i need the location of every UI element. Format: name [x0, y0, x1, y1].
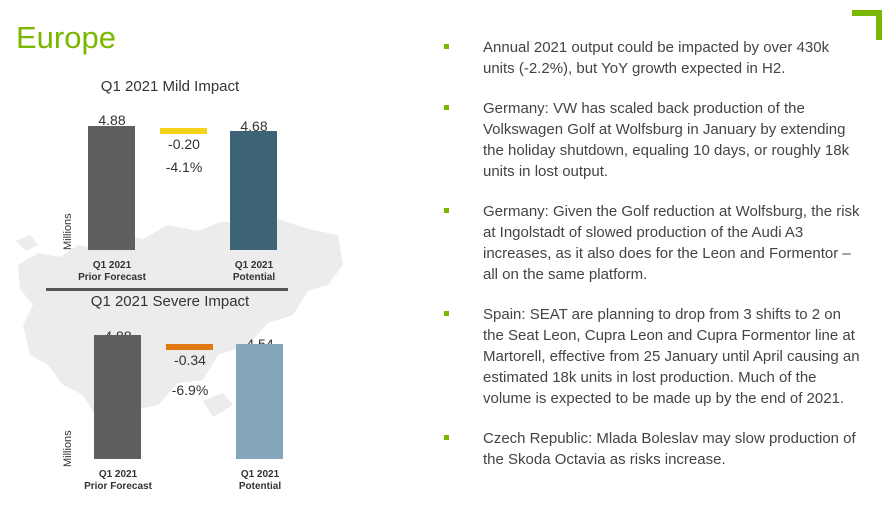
bullet-text: Germany: VW has scaled back production o…: [483, 100, 850, 180]
category-label: Q1 2021 Potential: [238, 469, 282, 492]
bullet-list: Annual 2021 output could be impacted by …: [444, 37, 864, 489]
bar-prior-forecast: [88, 126, 135, 250]
square-bullet-icon: [444, 105, 449, 110]
square-bullet-icon: [444, 435, 449, 440]
bullet-item: Spain: SEAT are planning to drop from 3 …: [444, 304, 864, 409]
change-bar: [166, 344, 213, 350]
square-bullet-icon: [444, 208, 449, 213]
square-bullet-icon: [444, 311, 449, 316]
mild-impact-chart: Q1 2021 Mild Impact Millions 4.88 -0.20 …: [40, 78, 340, 288]
chart-title: Q1 2021 Mild Impact: [100, 78, 240, 95]
category-label: Q1 2021 Potential: [232, 260, 276, 283]
bullet-text: Germany: Given the Golf reduction at Wol…: [483, 203, 860, 283]
bullet-text: Czech Republic: Mlada Boleslav may slow …: [483, 430, 856, 468]
bar-value-label: 4.68: [240, 118, 268, 134]
square-bullet-icon: [444, 44, 449, 49]
category-label: Q1 2021 Prior Forecast: [84, 469, 152, 492]
severe-impact-chart: Q1 2021 Severe Impact Millions 4.88 -0.3…: [40, 293, 340, 503]
chart-title: Q1 2021 Severe Impact: [90, 293, 250, 310]
bullet-text: Spain: SEAT are planning to drop from 3 …: [483, 306, 860, 407]
bullet-item: Germany: Given the Golf reduction at Wol…: [444, 201, 864, 285]
change-percent-label: -6.9%: [171, 382, 209, 398]
bullet-item: Annual 2021 output could be impacted by …: [444, 37, 864, 79]
bullet-item: Germany: VW has scaled back production o…: [444, 98, 864, 182]
slide-title: Europe: [16, 20, 116, 55]
change-bar: [160, 128, 207, 134]
bar-potential: [230, 131, 277, 250]
y-axis-label: Millions: [62, 430, 74, 467]
change-value-label: -0.20: [168, 136, 200, 152]
bullet-item: Czech Republic: Mlada Boleslav may slow …: [444, 428, 864, 470]
corner-bracket-icon: [852, 10, 882, 40]
category-label: Q1 2021 Prior Forecast: [78, 260, 146, 283]
change-percent-label: -4.1%: [165, 159, 203, 175]
change-value-label: -0.34: [174, 352, 206, 368]
chart-divider: [46, 288, 288, 291]
bar-potential: [236, 343, 283, 459]
bullet-text: Annual 2021 output could be impacted by …: [483, 39, 830, 77]
bar-prior-forecast: [94, 335, 141, 459]
bar-value-label: 4.88: [98, 112, 126, 128]
y-axis-label: Millions: [62, 213, 74, 250]
